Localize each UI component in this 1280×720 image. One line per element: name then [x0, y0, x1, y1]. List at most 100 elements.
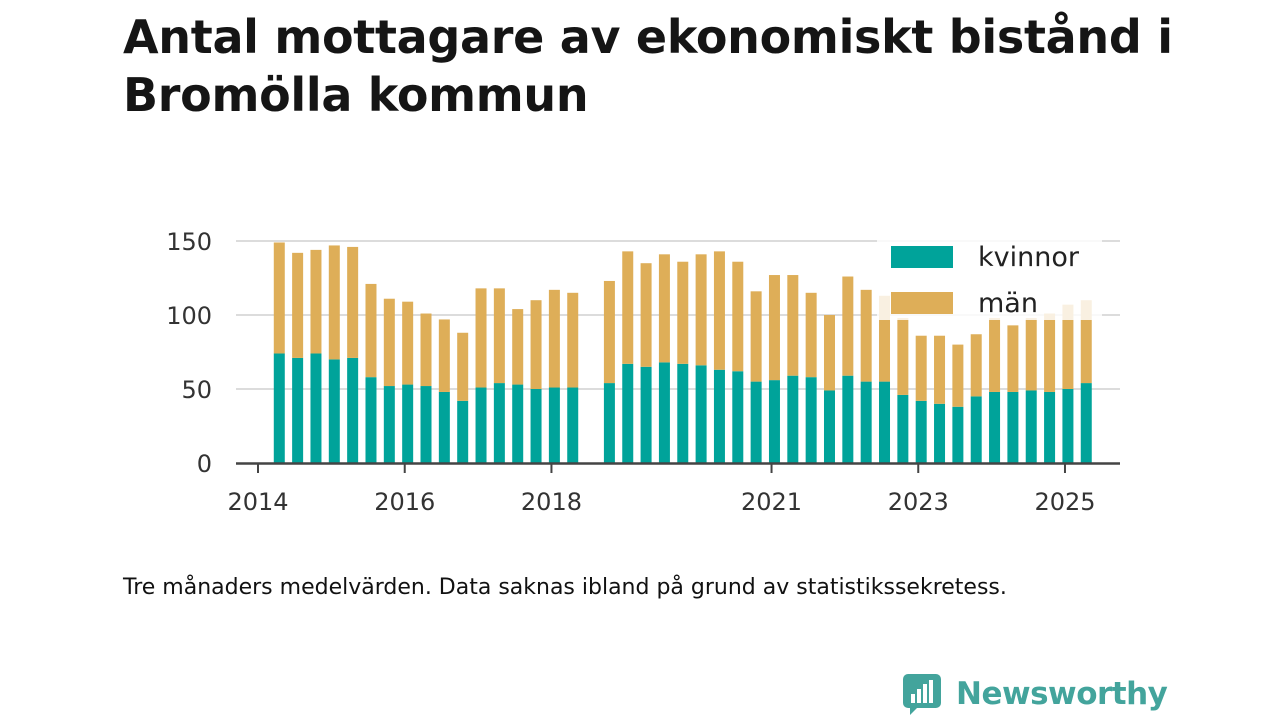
x-tick-label: 2018 — [521, 488, 582, 516]
legend: kvinnor män — [877, 236, 1102, 320]
bar-man — [823, 315, 835, 391]
bar-kvinnor — [383, 386, 395, 463]
bar-man — [548, 289, 560, 388]
bar-kvinnor — [970, 396, 982, 463]
bar-kvinnor — [548, 387, 560, 463]
x-tick-label: 2025 — [1034, 488, 1095, 516]
y-axis-ticks: 0 50 100 150 — [166, 228, 212, 478]
bar-kvinnor — [823, 390, 835, 463]
bar-man — [879, 295, 891, 382]
x-tick-label: 2016 — [374, 488, 435, 516]
bar-man — [347, 246, 359, 358]
x-axis-ticks: 2014 2016 2018 2021 2023 2025 — [227, 463, 1096, 516]
y-tick-label: 150 — [166, 228, 212, 256]
bar-man — [695, 254, 707, 366]
bar-man — [1025, 317, 1037, 391]
caption: Tre månaders medelvärden. Data saknas ib… — [123, 575, 1007, 600]
bar-man — [273, 242, 285, 354]
bar-kvinnor — [1044, 391, 1056, 463]
bar-man — [1044, 313, 1056, 392]
bar-kvinnor — [640, 366, 652, 463]
legend-swatch — [891, 292, 953, 314]
bar-kvinnor — [952, 406, 964, 463]
bar-man — [365, 283, 377, 378]
y-tick-label: 50 — [181, 376, 212, 404]
bar-man — [934, 335, 946, 404]
x-tick-label: 2023 — [888, 488, 949, 516]
bar-man — [420, 313, 432, 387]
bar-kvinnor — [438, 391, 450, 463]
bar-man — [989, 317, 1001, 392]
bar-man — [603, 280, 615, 384]
bar-kvinnor — [989, 391, 1001, 463]
bar-man — [1080, 300, 1092, 384]
bar-kvinnor — [897, 394, 909, 463]
bar-kvinnor — [732, 371, 744, 463]
y-tick-label: 100 — [166, 302, 212, 330]
bar-man — [750, 291, 762, 382]
bar-man — [897, 317, 909, 395]
bar-kvinnor — [1007, 391, 1019, 463]
bar-kvinnor — [934, 403, 946, 463]
bar-man — [310, 249, 322, 354]
legend-swatch — [891, 246, 953, 268]
bar-man — [292, 252, 304, 358]
y-tick-label: 0 — [197, 450, 212, 478]
bar-kvinnor — [402, 384, 414, 463]
bar-kvinnor — [658, 362, 670, 463]
legend-label: kvinnor — [978, 242, 1080, 273]
bar-kvinnor — [713, 369, 725, 463]
bar-kvinnor — [567, 387, 579, 463]
bar-man — [530, 300, 542, 389]
x-tick-label: 2021 — [741, 488, 802, 516]
bar-man — [915, 335, 927, 401]
bar-kvinnor — [603, 383, 615, 463]
bar-man — [732, 261, 744, 372]
bar-kvinnor — [347, 357, 359, 463]
bar-kvinnor — [1062, 389, 1074, 463]
bar-man — [640, 263, 652, 367]
bar-man — [438, 319, 450, 392]
bar-kvinnor — [805, 377, 817, 463]
bar-man — [475, 288, 487, 388]
x-tick-label: 2014 — [227, 488, 288, 516]
bar-kvinnor — [860, 381, 872, 463]
bar-kvinnor — [915, 400, 927, 463]
bar-man — [787, 275, 799, 376]
bar-man — [457, 332, 469, 401]
bar-kvinnor — [750, 381, 762, 463]
bar-man — [328, 245, 340, 360]
bar-kvinnor — [1080, 383, 1092, 463]
bar-kvinnor — [475, 387, 487, 463]
bar-man — [677, 261, 689, 364]
bar-man — [567, 292, 579, 388]
bar-kvinnor — [292, 357, 304, 463]
bar-man — [768, 275, 780, 381]
bar-man — [402, 301, 414, 385]
bar-kvinnor — [768, 380, 780, 463]
bar-kvinnor — [695, 365, 707, 463]
bar-kvinnor — [1025, 390, 1037, 463]
bar-kvinnor — [512, 384, 524, 463]
bar-man — [493, 288, 505, 384]
bar-kvinnor — [677, 363, 689, 463]
bars — [273, 242, 1092, 463]
bar-kvinnor — [328, 359, 340, 463]
brand-name: Newsworthy — [956, 676, 1168, 712]
bar-kvinnor — [493, 383, 505, 463]
bar-man — [713, 251, 725, 370]
bar-kvinnor — [365, 377, 377, 463]
bar-kvinnor — [787, 375, 799, 463]
bar-kvinnor — [530, 389, 542, 463]
brand: Newsworthy — [902, 670, 1168, 718]
bar-kvinnor — [879, 381, 891, 463]
newsworthy-logo-icon — [903, 674, 941, 715]
bar-man — [1062, 304, 1074, 389]
bar-man — [860, 289, 872, 382]
bar-man — [512, 309, 524, 385]
legend-label: män — [978, 288, 1038, 319]
chart-title: Antal mottagare av ekonomiskt bistånd i … — [123, 10, 1173, 122]
bar-kvinnor — [310, 353, 322, 463]
bar-man — [952, 344, 964, 407]
